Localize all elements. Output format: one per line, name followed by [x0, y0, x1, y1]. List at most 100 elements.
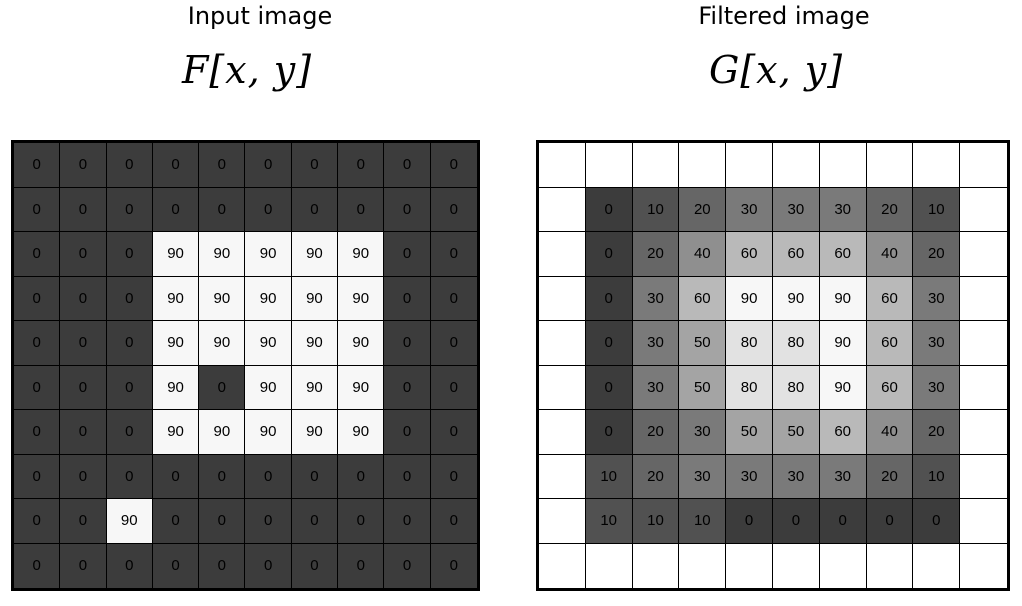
input-pixel-cell: 0	[245, 543, 292, 588]
input-pixel-cell: 0	[291, 543, 339, 588]
filtered-pixel-cell: 0	[772, 499, 820, 544]
filtered-pixel-cell: 0	[585, 321, 633, 366]
filtered-pixel-cell: 0	[585, 365, 633, 410]
filtered-pixel-cell: 90	[772, 276, 820, 321]
input-pixel-cell: 0	[152, 454, 200, 499]
filtered-pixel-cell: 30	[913, 321, 961, 366]
input-pixel-cell: 90	[291, 365, 339, 410]
filtered-pixel-cell	[960, 276, 1007, 321]
filtered-pixel-cell: 0	[585, 276, 633, 321]
input-pixel-cell: 0	[430, 454, 477, 499]
filtered-pixel-cell: 20	[866, 454, 914, 499]
filtered-pixel-cell: 30	[632, 276, 680, 321]
input-pixel-cell: 0	[384, 454, 431, 499]
input-pixel-cell: 90	[291, 232, 339, 277]
filtered-pixel-cell: 80	[772, 321, 820, 366]
input-pixel-cell: 0	[384, 143, 431, 188]
filtered-pixel-cell	[866, 143, 914, 188]
input-pixel-cell: 0	[384, 410, 431, 455]
filtered-pixel-cell: 30	[772, 187, 820, 232]
filtered-pixel-cell: 0	[726, 499, 773, 544]
input-pixel-cell: 0	[152, 143, 200, 188]
filtered-pixel-cell: 30	[819, 187, 867, 232]
filtered-pixel-cell	[960, 410, 1007, 455]
input-pixel-cell: 0	[338, 187, 385, 232]
input-pixel-cell: 0	[106, 454, 153, 499]
filtered-pixel-cell: 20	[913, 410, 961, 455]
filtered-pixel-cell	[539, 187, 586, 232]
filtered-pixel-cell: 60	[866, 276, 914, 321]
input-pixel-cell: 0	[430, 187, 477, 232]
input-pixel-cell: 0	[14, 321, 61, 366]
filtered-pixel-cell	[819, 543, 867, 588]
filtered-pixel-cell: 10	[913, 187, 961, 232]
filtered-pixel-cell: 10	[679, 499, 727, 544]
input-pixel-cell: 0	[60, 321, 107, 366]
filtered-pixel-cell	[539, 454, 586, 499]
input-pixel-cell: 90	[245, 276, 292, 321]
input-pixel-cell: 0	[106, 365, 153, 410]
input-pixel-cell: 0	[430, 543, 477, 588]
filtered-pixel-cell: 20	[866, 187, 914, 232]
input-pixel-cell: 90	[199, 276, 246, 321]
input-pixel-cell: 0	[60, 187, 107, 232]
input-pixel-cell: 90	[199, 232, 246, 277]
filtered-pixel-cell	[539, 143, 586, 188]
filtered-pixel-cell	[539, 543, 586, 588]
input-pixel-cell: 0	[199, 365, 246, 410]
input-pixel-cell: 90	[199, 410, 246, 455]
input-pixel-cell: 0	[14, 499, 61, 544]
filtered-image-title: Filtered image	[698, 2, 870, 30]
input-pixel-cell: 90	[245, 365, 292, 410]
input-pixel-cell: 0	[14, 365, 61, 410]
input-pixel-cell: 0	[152, 499, 200, 544]
filtered-pixel-cell	[960, 232, 1007, 277]
input-pixel-cell: 0	[338, 543, 385, 588]
input-pixel-cell: 0	[60, 499, 107, 544]
input-pixel-cell: 90	[199, 321, 246, 366]
filtered-pixel-cell: 30	[632, 321, 680, 366]
input-pixel-cell: 0	[291, 143, 339, 188]
input-pixel-cell: 0	[14, 543, 61, 588]
filtered-pixel-cell: 10	[585, 499, 633, 544]
input-pixel-cell: 0	[245, 499, 292, 544]
input-pixel-cell: 90	[106, 499, 153, 544]
input-pixel-cell: 90	[245, 410, 292, 455]
filtered-pixel-cell: 80	[726, 321, 773, 366]
input-pixel-cell: 90	[245, 232, 292, 277]
filtered-pixel-cell: 0	[585, 232, 633, 277]
input-pixel-cell: 0	[199, 499, 246, 544]
filtered-pixel-cell	[960, 454, 1007, 499]
filtered-pixel-cell: 10	[632, 187, 680, 232]
input-pixel-cell: 0	[60, 543, 107, 588]
filtered-pixel-cell	[960, 365, 1007, 410]
input-pixel-cell: 0	[338, 454, 385, 499]
input-pixel-cell: 0	[384, 543, 431, 588]
input-pixel-cell: 90	[338, 232, 385, 277]
filtered-pixel-cell: 80	[772, 365, 820, 410]
input-pixel-cell: 0	[60, 276, 107, 321]
input-pixel-cell: 0	[60, 143, 107, 188]
filtered-pixel-cell: 30	[819, 454, 867, 499]
filtered-pixel-cell	[539, 276, 586, 321]
input-pixel-cell: 0	[199, 543, 246, 588]
filtered-pixel-cell: 60	[726, 232, 773, 277]
input-pixel-cell: 90	[152, 410, 200, 455]
filtered-pixel-cell: 30	[632, 365, 680, 410]
input-pixel-cell: 90	[152, 276, 200, 321]
input-pixel-cell: 0	[199, 454, 246, 499]
filtered-pixel-cell: 50	[772, 410, 820, 455]
filtered-pixel-cell: 10	[632, 499, 680, 544]
input-pixel-cell: 0	[14, 232, 61, 277]
input-pixel-cell: 0	[60, 365, 107, 410]
filtered-pixel-cell	[585, 143, 633, 188]
filtered-pixel-cell: 90	[819, 276, 867, 321]
filtered-pixel-cell: 20	[632, 454, 680, 499]
input-pixel-cell: 90	[338, 410, 385, 455]
input-pixel-cell: 0	[430, 276, 477, 321]
input-image-title: Input image	[187, 2, 333, 30]
filtered-pixel-cell	[960, 321, 1007, 366]
filtered-pixel-cell	[960, 543, 1007, 588]
filtered-pixel-cell: 60	[866, 365, 914, 410]
input-pixel-cell: 0	[106, 321, 153, 366]
